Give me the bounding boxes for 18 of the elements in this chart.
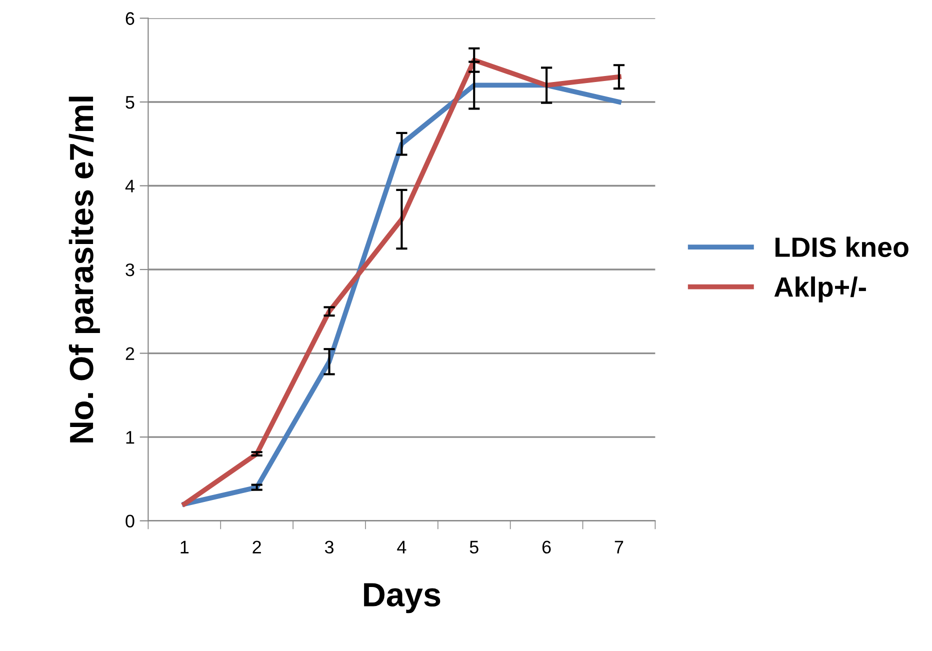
y-tick-label: 3 — [126, 263, 134, 276]
y-tick-label: 6 — [126, 12, 134, 25]
y-tick-label: 4 — [125, 180, 134, 192]
y-axis-title: No. Of parasites e7/ml — [68, 96, 100, 442]
x-tick-label: 3 — [324, 540, 334, 554]
x-tick-label: 5 — [470, 540, 478, 554]
y-tick-label: 0 — [126, 514, 134, 528]
x-tick-label: 6 — [542, 540, 551, 554]
x-tick-label: 2 — [252, 540, 261, 554]
y-tick-label: 2 — [126, 347, 134, 360]
x-tick-label: 1 — [180, 540, 189, 554]
x-tick-label: 7 — [614, 540, 624, 554]
y-tick-label: 5 — [126, 96, 134, 109]
x-tick-label: 4 — [397, 540, 406, 554]
legend-label: Aklp+/- — [774, 276, 866, 302]
x-axis-title: Days — [364, 583, 440, 614]
y-tick-label: 1 — [126, 431, 134, 444]
legend-label: LDIS kneo — [776, 236, 908, 258]
